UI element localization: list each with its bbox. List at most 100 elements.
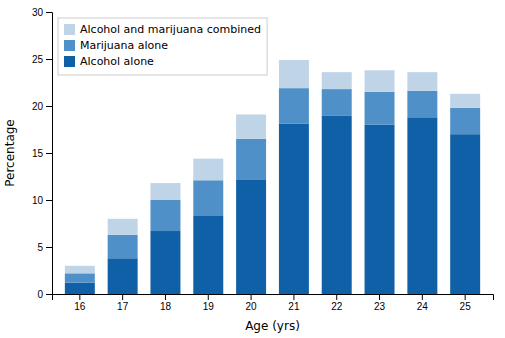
tick-mark — [46, 294, 52, 295]
bar — [450, 134, 480, 294]
legend-swatch — [64, 24, 75, 35]
bar — [236, 139, 266, 179]
tick-mark — [122, 294, 123, 300]
bar — [150, 200, 180, 231]
tick-mark — [465, 294, 466, 300]
bar — [365, 125, 395, 294]
bar — [150, 231, 180, 294]
bar — [279, 124, 309, 294]
legend-item: Marijuana alone — [64, 39, 168, 52]
tick-label: 15 — [32, 148, 44, 159]
bar — [407, 91, 437, 117]
tick: 20 — [32, 101, 52, 112]
bar — [150, 183, 180, 200]
legend-label: Alcohol alone — [80, 55, 154, 68]
x-axis: 16 17 18 19 20 21 22 23 24 25 — [53, 294, 494, 312]
chart: 05101520253016171819202122232425Alcohol … — [0, 0, 505, 338]
series — [65, 115, 480, 294]
tick: 23 — [374, 294, 386, 312]
bar — [450, 108, 480, 134]
bar — [450, 94, 480, 108]
tick-label: 20 — [32, 101, 44, 112]
axis-line — [53, 295, 494, 301]
tick-label: 25 — [460, 301, 472, 312]
bar — [108, 219, 138, 235]
series — [65, 88, 480, 283]
bar — [65, 273, 95, 282]
bar — [236, 114, 266, 138]
legend-swatch — [64, 40, 75, 51]
tick: 21 — [288, 294, 300, 312]
bar — [365, 92, 395, 125]
series — [65, 60, 480, 273]
bars — [65, 60, 480, 294]
legend-item: Alcohol alone — [64, 55, 154, 68]
bar — [193, 159, 223, 181]
axis-line — [46, 13, 53, 295]
tick: 15 — [32, 148, 52, 159]
legend-label: Alcohol and marijuana combined — [80, 23, 261, 36]
tick-label: 25 — [32, 54, 44, 65]
tick: 0 — [37, 289, 52, 300]
tick-label: 5 — [37, 242, 43, 253]
tick: 25 — [32, 54, 52, 65]
tick-mark — [46, 106, 52, 107]
tick: 16 — [74, 294, 86, 312]
tick-mark — [293, 294, 294, 300]
tick-label: 22 — [331, 301, 343, 312]
bar — [407, 72, 437, 91]
tick-mark — [379, 294, 380, 300]
tick-label: 24 — [417, 301, 429, 312]
tick-mark — [251, 294, 252, 300]
bar — [322, 89, 352, 115]
y-axis-title: Percentage — [3, 119, 17, 187]
bar — [279, 60, 309, 88]
plot: 05101520253016171819202122232425Alcohol … — [32, 7, 494, 312]
bar — [65, 266, 95, 274]
tick: 10 — [32, 195, 52, 206]
bar — [365, 70, 395, 92]
bar — [322, 72, 352, 89]
tick-mark — [422, 294, 423, 300]
tick-label: 10 — [32, 195, 44, 206]
tick-mark — [46, 59, 52, 60]
x-axis-title: Age (yrs) — [245, 319, 300, 333]
bar — [236, 179, 266, 294]
tick-label: 20 — [246, 301, 258, 312]
bar — [193, 180, 223, 216]
tick-mark — [208, 294, 209, 300]
tick-label: 18 — [160, 301, 172, 312]
tick: 19 — [203, 294, 215, 312]
tick: 5 — [37, 242, 52, 253]
tick-label: 19 — [203, 301, 215, 312]
tick: 17 — [117, 294, 129, 312]
bar — [108, 235, 138, 259]
tick-mark — [79, 294, 80, 300]
bar — [65, 283, 95, 294]
tick: 22 — [331, 294, 343, 312]
tick: 20 — [246, 294, 258, 312]
bar — [108, 258, 138, 294]
tick-mark — [46, 153, 52, 154]
bar — [322, 115, 352, 294]
legend-item: Alcohol and marijuana combined — [64, 23, 261, 36]
tick-label: 17 — [117, 301, 129, 312]
tick-label: 23 — [374, 301, 386, 312]
tick: 24 — [417, 294, 429, 312]
tick: 18 — [160, 294, 172, 312]
legend-box — [58, 18, 267, 75]
tick-mark — [46, 200, 52, 201]
tick-label: 21 — [288, 301, 300, 312]
tick-mark — [165, 294, 166, 300]
bar — [407, 117, 437, 294]
tick: 25 — [460, 294, 472, 312]
tick-label: 16 — [74, 301, 86, 312]
bar — [279, 88, 309, 124]
tick-mark — [46, 247, 52, 248]
legend-swatch — [64, 56, 75, 67]
tick-mark — [336, 294, 337, 300]
legend: Alcohol and marijuana combined Marijuana … — [58, 18, 267, 75]
bar — [193, 216, 223, 294]
y-axis: 051015202530 — [32, 7, 53, 300]
tick-mark — [46, 12, 52, 13]
